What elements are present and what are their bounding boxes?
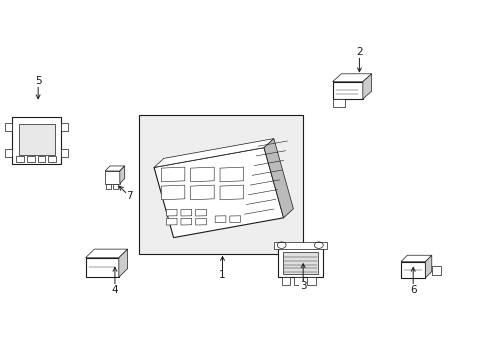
Polygon shape — [190, 167, 214, 182]
Polygon shape — [400, 255, 431, 262]
Polygon shape — [195, 218, 206, 225]
Bar — [19, 124, 55, 155]
Bar — [306, 277, 315, 285]
Bar — [282, 252, 317, 274]
Text: 7: 7 — [126, 191, 133, 201]
Polygon shape — [195, 209, 206, 216]
Polygon shape — [215, 216, 225, 222]
Bar — [294, 277, 303, 285]
Bar — [332, 99, 344, 107]
Text: 2: 2 — [355, 47, 362, 57]
Bar — [16, 156, 24, 162]
Polygon shape — [220, 185, 243, 200]
Polygon shape — [161, 185, 184, 200]
Text: 6: 6 — [409, 285, 416, 295]
Polygon shape — [181, 218, 191, 225]
Bar — [400, 262, 425, 278]
Text: 5: 5 — [35, 76, 41, 86]
Bar — [105, 171, 120, 184]
Text: 4: 4 — [111, 285, 118, 295]
Polygon shape — [85, 249, 127, 258]
Bar — [277, 248, 322, 277]
Bar — [12, 117, 61, 164]
Polygon shape — [332, 74, 371, 82]
Bar — [5, 123, 12, 131]
Bar — [61, 123, 68, 131]
Polygon shape — [229, 216, 240, 222]
Polygon shape — [154, 148, 283, 238]
Polygon shape — [220, 167, 243, 182]
Polygon shape — [362, 74, 371, 99]
Polygon shape — [166, 218, 177, 225]
Bar — [431, 266, 440, 275]
Bar — [27, 156, 35, 162]
Bar — [332, 82, 362, 99]
Bar — [113, 184, 118, 189]
Text: 3: 3 — [299, 281, 306, 291]
Bar — [281, 277, 290, 285]
Polygon shape — [425, 255, 431, 278]
Bar — [106, 184, 111, 189]
Polygon shape — [166, 209, 177, 216]
Bar — [273, 242, 326, 249]
Polygon shape — [181, 209, 191, 216]
Polygon shape — [161, 167, 184, 182]
Bar — [38, 156, 45, 162]
Bar — [85, 258, 119, 277]
Polygon shape — [190, 185, 214, 200]
Bar — [48, 156, 56, 162]
Polygon shape — [120, 166, 124, 184]
Bar — [139, 115, 303, 254]
Text: 1: 1 — [219, 270, 225, 280]
Polygon shape — [119, 249, 127, 277]
Polygon shape — [105, 166, 124, 171]
Polygon shape — [264, 139, 293, 218]
Bar — [61, 149, 68, 157]
Polygon shape — [154, 139, 273, 167]
Bar — [5, 149, 12, 157]
